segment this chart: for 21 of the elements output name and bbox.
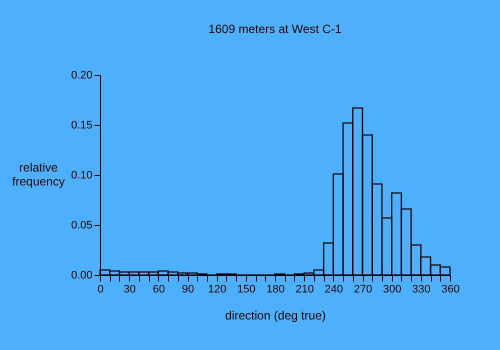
x-tick-label: 210 bbox=[295, 284, 314, 296]
y-tick-label: 0.00 bbox=[71, 270, 92, 282]
x-tick-label: 90 bbox=[182, 284, 194, 296]
x-tick-label: 360 bbox=[441, 284, 460, 296]
x-tick-label: 0 bbox=[97, 284, 104, 296]
x-tick-label: 240 bbox=[324, 284, 344, 296]
y-tick-label: 0.10 bbox=[71, 170, 92, 182]
x-tick-label: 30 bbox=[124, 284, 136, 296]
y-tick-label: 0.05 bbox=[71, 220, 92, 232]
x-tick-label: 150 bbox=[237, 284, 256, 296]
x-tick-label: 330 bbox=[412, 284, 431, 296]
x-tick-label: 120 bbox=[208, 284, 226, 296]
x-axis-title: direction (deg true) bbox=[225, 308, 326, 322]
x-tick-label: 300 bbox=[382, 284, 402, 296]
chart-title: 1609 meters at West C-1 bbox=[208, 22, 342, 36]
y-axis-title: relative frequency bbox=[12, 160, 65, 188]
x-tick-label: 60 bbox=[152, 284, 165, 296]
x-tick-label: 180 bbox=[266, 284, 285, 296]
y-tick-label: 0.15 bbox=[71, 120, 92, 132]
y-tick-label: 0.20 bbox=[71, 70, 92, 82]
x-tick-label: 270 bbox=[354, 284, 372, 296]
